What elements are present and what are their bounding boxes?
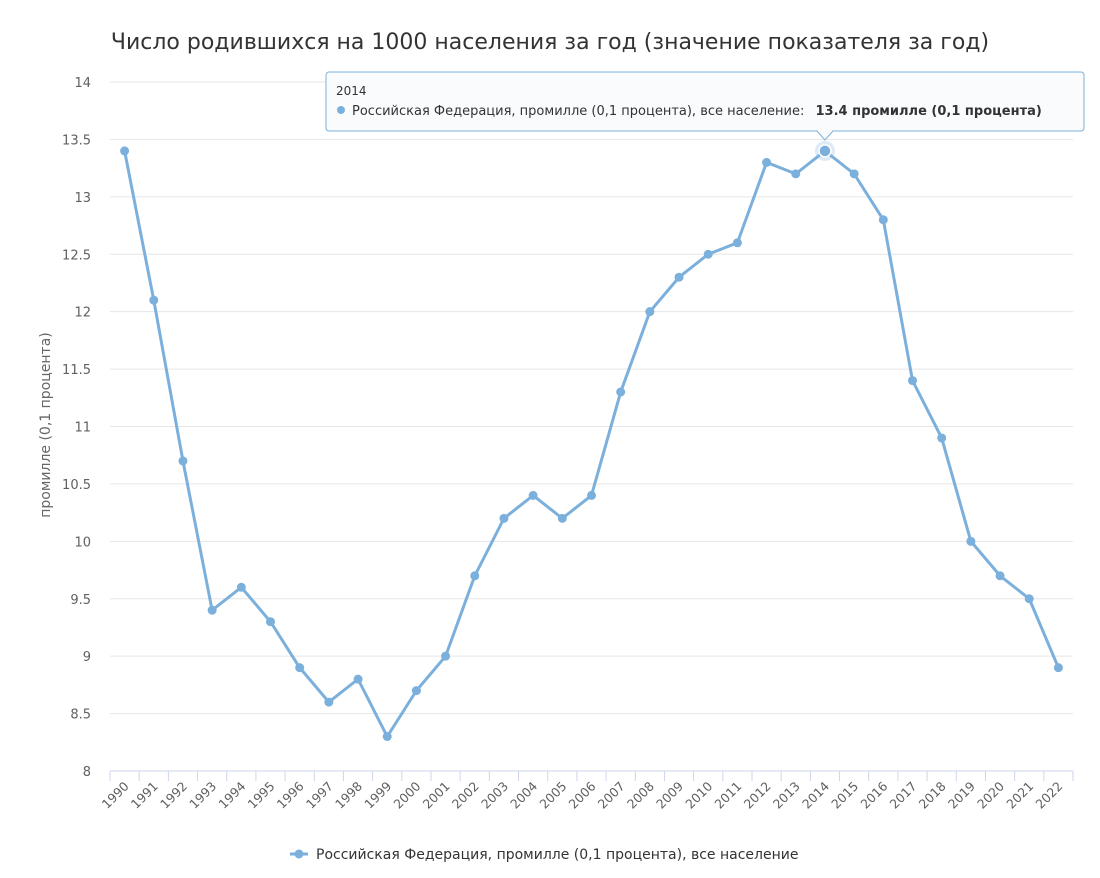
data-point[interactable] xyxy=(178,456,188,466)
x-tick-label: 1995 xyxy=(245,779,278,812)
y-tick-label: 13 xyxy=(74,191,91,206)
data-point[interactable] xyxy=(674,272,684,282)
data-point[interactable] xyxy=(791,169,801,179)
data-point[interactable] xyxy=(149,295,159,305)
tooltip-series-label: Российская Федерация, промилле (0,1 проц… xyxy=(352,104,804,119)
tooltip-value: 13.4 промилле (0,1 процента) xyxy=(815,104,1041,119)
x-tick-label: 2020 xyxy=(974,778,1007,811)
data-point[interactable] xyxy=(849,169,859,179)
data-point[interactable] xyxy=(411,686,421,696)
chart-title: Число родившихся на 1000 населения за го… xyxy=(111,30,989,55)
x-tick-label: 2009 xyxy=(653,778,686,811)
tooltip-pointer xyxy=(815,130,835,141)
x-tick-label: 2007 xyxy=(595,779,628,812)
x-tick-label: 2018 xyxy=(916,778,949,811)
data-point[interactable] xyxy=(762,157,772,167)
series-line-group[interactable] xyxy=(120,140,1063,742)
data-point[interactable] xyxy=(382,732,392,742)
y-axis-label: промилле (0,1 процента) xyxy=(38,332,54,518)
x-tick-label: 2010 xyxy=(682,778,715,811)
x-tick-label: 2015 xyxy=(828,779,861,812)
x-tick-label: 2004 xyxy=(507,778,540,811)
data-point[interactable] xyxy=(528,490,538,500)
x-tick-label: 2022 xyxy=(1032,779,1065,812)
y-tick-label: 13.5 xyxy=(62,133,91,148)
svg-text:Российская Федерация, промилле: Российская Федерация, промилле (0,1 проц… xyxy=(352,100,1042,119)
data-point[interactable] xyxy=(587,490,596,500)
data-point[interactable] xyxy=(908,376,917,386)
data-point[interactable] xyxy=(818,144,832,158)
y-tick-label: 12.5 xyxy=(62,248,91,263)
x-tick-label: 1990 xyxy=(99,778,132,811)
x-tick-label: 2019 xyxy=(945,778,978,811)
x-tick-label: 2016 xyxy=(857,778,890,811)
x-tick-label: 2000 xyxy=(390,778,423,811)
data-point[interactable] xyxy=(995,571,1005,581)
y-tick-label: 14 xyxy=(74,76,91,91)
legend-label[interactable]: Российская Федерация, промилле (0,1 проц… xyxy=(316,847,798,863)
y-tick-label: 9 xyxy=(83,650,91,665)
data-point[interactable] xyxy=(295,663,305,673)
data-point[interactable] xyxy=(878,215,888,225)
data-point[interactable] xyxy=(266,617,275,627)
x-tick-label: 1997 xyxy=(303,779,336,812)
x-tick-label: 2002 xyxy=(449,779,482,812)
x-tick-label: 2001 xyxy=(420,779,453,812)
x-tick-label: 2012 xyxy=(741,779,774,812)
x-tick-label: 2021 xyxy=(1003,779,1036,812)
x-tick-label: 2014 xyxy=(799,778,832,811)
data-point[interactable] xyxy=(470,571,480,581)
y-axis-ticks: 8 8.5 9 9.5 10 10.5 11 11.5 12 12.5 13 13.5 14 xyxy=(62,76,91,780)
y-tick-label: 8 xyxy=(83,765,91,780)
series-line[interactable] xyxy=(123,149,1060,739)
x-tick-label: 1998 xyxy=(332,778,365,811)
data-point[interactable] xyxy=(616,387,626,397)
legend[interactable]: Российская Федерация, промилле (0,1 проц… xyxy=(290,847,798,863)
x-axis: 1990199119921993199419951996199719981999… xyxy=(99,770,1074,812)
data-point[interactable] xyxy=(703,249,713,259)
x-tick-label: 2003 xyxy=(478,779,511,812)
x-tick-label: 2013 xyxy=(770,779,803,812)
data-point[interactable] xyxy=(353,674,363,684)
y-tick-label: 8.5 xyxy=(70,708,91,723)
data-point[interactable] xyxy=(645,307,655,317)
data-point[interactable] xyxy=(499,513,509,523)
data-point[interactable] xyxy=(207,605,217,615)
tooltip-series-marker xyxy=(337,106,345,114)
y-tick-label: 11 xyxy=(74,421,91,436)
data-point[interactable] xyxy=(324,697,334,707)
x-tick-label: 1992 xyxy=(157,779,190,812)
data-point[interactable] xyxy=(937,433,947,443)
tooltip-box xyxy=(325,71,1085,132)
x-tick-label: 2017 xyxy=(887,779,920,812)
y-tick-label: 9.5 xyxy=(70,593,91,608)
y-tick-label: 10.5 xyxy=(62,478,91,493)
data-point[interactable] xyxy=(1053,663,1063,673)
data-point[interactable] xyxy=(1024,594,1034,604)
y-tick-label: 10 xyxy=(74,535,91,550)
data-point[interactable] xyxy=(966,536,976,546)
x-tick-label: 1994 xyxy=(215,778,248,811)
y-tick-label: 12 xyxy=(74,306,91,321)
data-point[interactable] xyxy=(236,582,246,592)
data-point[interactable] xyxy=(441,651,451,661)
x-tick-label: 1991 xyxy=(128,779,161,812)
legend-marker-icon xyxy=(294,849,304,859)
x-tick-label: 1993 xyxy=(186,779,219,812)
x-tick-label: 2011 xyxy=(711,779,744,812)
y-tick-label: 11.5 xyxy=(62,363,91,378)
data-point[interactable] xyxy=(120,146,130,156)
x-tick-label: 2005 xyxy=(536,779,569,812)
x-tick-label: 2008 xyxy=(624,778,657,811)
x-tick-label: 1999 xyxy=(361,778,394,811)
grid-lines xyxy=(110,81,1073,715)
tooltip-category: 2014 xyxy=(336,84,367,98)
tooltip: 2014 Российская Федерация, промилле (0,1… xyxy=(325,71,1085,141)
data-point[interactable] xyxy=(557,513,567,523)
x-tick-label: 2006 xyxy=(566,778,599,811)
data-point[interactable] xyxy=(732,238,742,248)
x-tick-label: 1996 xyxy=(274,778,307,811)
